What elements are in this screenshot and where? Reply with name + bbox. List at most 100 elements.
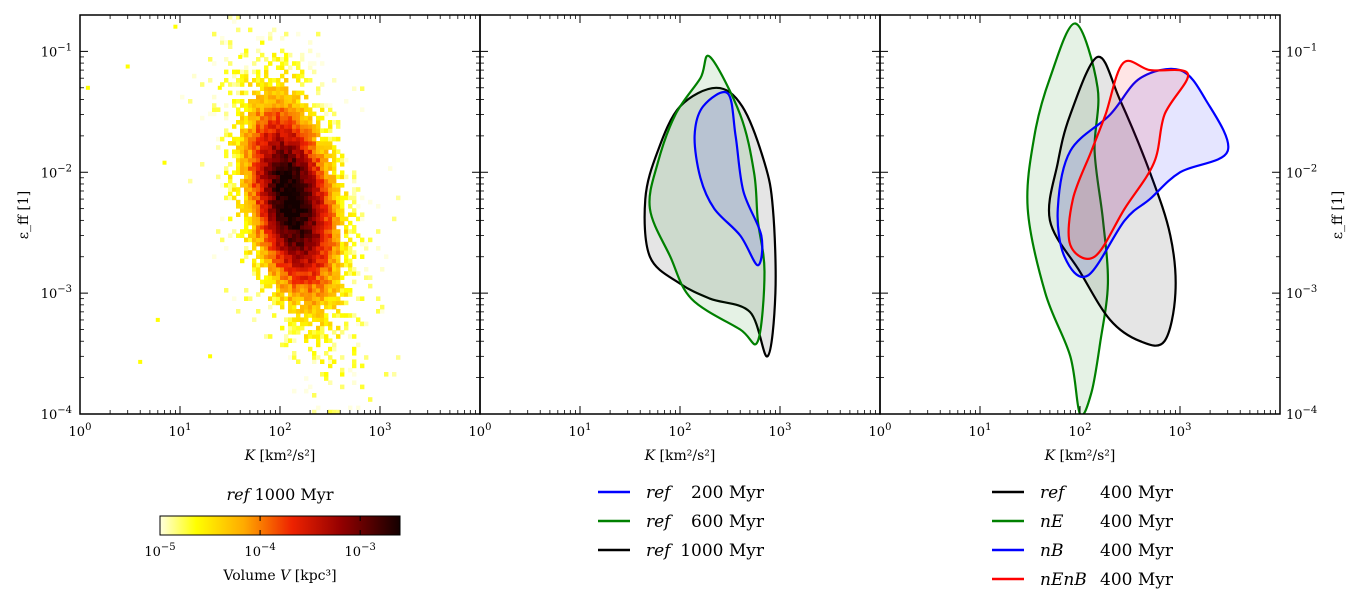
heatmap-cell	[272, 149, 277, 154]
heatmap-cell	[252, 212, 257, 217]
heatmap-cell	[292, 132, 297, 138]
colorbar	[159, 515, 401, 536]
heatmap-cell	[284, 212, 289, 217]
heatmap-cell	[208, 111, 213, 117]
contour-group	[643, 54, 777, 358]
heatmap-cell	[316, 288, 321, 293]
heatmap-cell	[268, 149, 273, 154]
heatmap-cell	[292, 128, 297, 133]
heatmap-cell	[300, 279, 305, 285]
heatmap-cell	[328, 107, 333, 112]
heatmap-cell	[252, 69, 257, 75]
heatmap-cell	[284, 204, 289, 209]
heatmap-cell	[260, 262, 265, 268]
colorbar-label: Volume V [kpc³]	[222, 568, 336, 584]
heatmap-cell	[276, 178, 281, 184]
heatmap-cell	[244, 107, 249, 112]
heatmap-cell	[264, 283, 269, 289]
heatmap-cell	[272, 90, 277, 96]
heatmap-cell	[288, 321, 293, 327]
legend-name-ref: ref	[646, 483, 673, 503]
heatmap-cell	[200, 162, 205, 167]
colorbar-label-symbol: V	[280, 568, 292, 584]
heatmap-cell	[344, 241, 349, 247]
heatmap-cell	[328, 363, 333, 369]
heatmap-cell	[212, 103, 217, 108]
heatmap-cell	[300, 229, 305, 234]
heatmap-cell	[304, 136, 309, 142]
heatmap-cell	[248, 229, 253, 234]
contour-nE-400myr	[1026, 22, 1110, 414]
heatmap-cell	[332, 254, 337, 259]
x-tick-label-exp: 0	[85, 422, 91, 433]
heatmap-cell	[288, 288, 293, 293]
heatmap-cell	[228, 40, 233, 45]
heatmap-cell	[332, 246, 337, 251]
heatmap-cell	[332, 216, 337, 222]
heatmap-cell	[352, 250, 357, 255]
heatmap-cell	[212, 61, 217, 66]
heatmap-cell	[380, 309, 385, 314]
y-axis-label-left: ε_ff [1]	[16, 191, 32, 239]
heatmap-cell	[292, 325, 297, 331]
heatmap-cell	[304, 170, 309, 175]
heatmap-cell	[228, 195, 233, 201]
heatmap-cell	[312, 69, 317, 75]
heatmap-cell	[268, 90, 273, 96]
heatmap-cell	[232, 136, 237, 142]
heatmap-cell	[284, 103, 289, 108]
heatmap-cell	[284, 216, 289, 222]
heatmap-cell	[344, 157, 349, 163]
heatmap-cell	[312, 317, 317, 322]
heatmap-cell	[316, 330, 321, 335]
heatmap-cell	[248, 233, 253, 238]
heatmap-cell	[280, 275, 285, 280]
heatmap-cell	[268, 191, 273, 196]
heatmap-cell	[232, 296, 237, 301]
heatmap-cell	[260, 141, 265, 146]
heatmap-cell	[324, 275, 329, 280]
heatmap-cell	[236, 136, 241, 142]
heatmap-cell	[332, 292, 337, 297]
heatmap-cell	[304, 334, 309, 339]
y-tick-label-right-exp: −4	[1303, 405, 1318, 416]
heatmap-cell	[388, 166, 393, 171]
heatmap	[85, 15, 401, 415]
heatmap-cell	[300, 208, 305, 213]
heatmap-cell	[232, 73, 237, 79]
heatmap-cell	[284, 283, 289, 289]
heatmap-cell	[300, 90, 305, 96]
heatmap-cell	[264, 191, 269, 196]
heatmap-cell	[304, 132, 309, 138]
heatmap-cell	[276, 124, 281, 129]
heatmap-cell	[280, 162, 285, 167]
heatmap-cell	[324, 241, 329, 247]
heatmap-cell	[304, 283, 309, 289]
heatmap-cell	[348, 405, 353, 411]
heatmap-cell	[376, 204, 381, 209]
heatmap-cell	[268, 170, 273, 175]
heatmap-cell	[300, 271, 305, 276]
x-tick-label-exp: 3	[785, 422, 791, 433]
heatmap-cell	[238, 54, 243, 59]
heatmap-cell	[316, 149, 321, 154]
heatmap-cell	[320, 372, 325, 377]
x-label-symbol: K	[244, 448, 257, 464]
heatmap-cell	[260, 94, 265, 100]
heatmap-cell	[332, 237, 337, 243]
heatmap-cell	[308, 199, 313, 205]
heatmap-cell	[268, 304, 273, 310]
heatmap-cell	[284, 220, 289, 226]
heatmap-cell	[284, 258, 289, 264]
heatmap-cell	[280, 107, 285, 112]
heatmap-cell	[276, 275, 281, 280]
heatmap-cell	[256, 187, 261, 192]
heatmap-cell	[264, 229, 269, 234]
heatmap-cell	[256, 162, 261, 167]
heatmap-cell	[256, 153, 261, 159]
heatmap-cell	[304, 229, 309, 234]
heatmap-cell	[360, 212, 365, 217]
heatmap-cell	[300, 141, 305, 146]
heatmap-cell	[368, 283, 373, 289]
heatmap-cell	[236, 233, 241, 238]
